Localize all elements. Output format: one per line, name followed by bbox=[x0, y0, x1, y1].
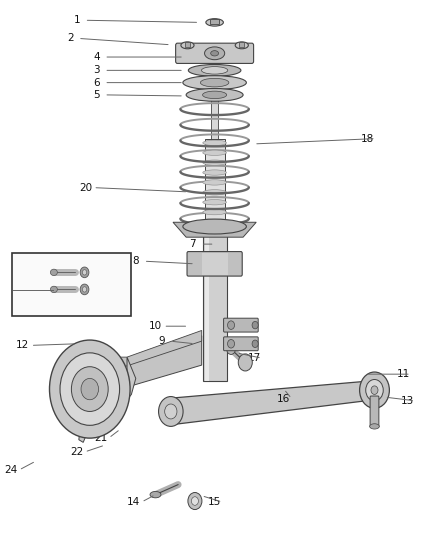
FancyBboxPatch shape bbox=[223, 318, 258, 332]
Bar bbox=[239, 42, 244, 47]
Ellipse shape bbox=[50, 286, 57, 293]
Circle shape bbox=[360, 372, 389, 408]
Circle shape bbox=[165, 404, 177, 419]
Ellipse shape bbox=[203, 170, 226, 175]
Text: 15: 15 bbox=[208, 497, 221, 507]
Text: 19: 19 bbox=[31, 286, 44, 295]
Bar bbox=[201, 253, 228, 275]
Bar bbox=[211, 96, 218, 139]
Ellipse shape bbox=[203, 140, 226, 146]
Polygon shape bbox=[79, 357, 136, 442]
FancyBboxPatch shape bbox=[223, 337, 258, 351]
Text: 10: 10 bbox=[149, 321, 162, 331]
Ellipse shape bbox=[183, 219, 246, 234]
Ellipse shape bbox=[150, 491, 161, 498]
Ellipse shape bbox=[188, 64, 241, 76]
Ellipse shape bbox=[235, 42, 248, 49]
Text: 22: 22 bbox=[70, 447, 83, 457]
Polygon shape bbox=[129, 336, 201, 386]
Polygon shape bbox=[173, 222, 256, 237]
Ellipse shape bbox=[200, 78, 229, 87]
Circle shape bbox=[81, 378, 99, 400]
Bar bbox=[205, 139, 225, 219]
Text: 16: 16 bbox=[277, 394, 290, 403]
Circle shape bbox=[238, 354, 252, 371]
Ellipse shape bbox=[203, 160, 226, 165]
Ellipse shape bbox=[181, 42, 194, 49]
FancyBboxPatch shape bbox=[187, 252, 242, 276]
Bar bbox=[185, 42, 190, 47]
Ellipse shape bbox=[67, 360, 86, 418]
Circle shape bbox=[228, 340, 234, 348]
Circle shape bbox=[191, 497, 198, 505]
Bar bbox=[210, 19, 219, 24]
Ellipse shape bbox=[203, 199, 226, 205]
Text: 8: 8 bbox=[132, 256, 139, 266]
Ellipse shape bbox=[186, 88, 243, 101]
Text: 20: 20 bbox=[79, 183, 92, 192]
Text: 6: 6 bbox=[93, 78, 100, 87]
Bar bbox=[205, 220, 209, 381]
Text: 14: 14 bbox=[127, 497, 140, 507]
Circle shape bbox=[159, 397, 183, 426]
FancyBboxPatch shape bbox=[176, 43, 254, 63]
Polygon shape bbox=[114, 330, 201, 368]
Ellipse shape bbox=[203, 180, 226, 185]
Circle shape bbox=[188, 492, 202, 510]
Ellipse shape bbox=[205, 47, 225, 60]
Ellipse shape bbox=[203, 150, 226, 156]
Bar bbox=[202, 220, 227, 381]
Circle shape bbox=[371, 386, 378, 394]
Ellipse shape bbox=[211, 51, 219, 56]
Text: 11: 11 bbox=[396, 369, 410, 379]
Circle shape bbox=[227, 344, 236, 354]
Text: 9: 9 bbox=[159, 336, 166, 346]
Circle shape bbox=[49, 340, 130, 438]
Text: 2: 2 bbox=[67, 34, 74, 43]
Circle shape bbox=[82, 270, 87, 275]
Circle shape bbox=[60, 353, 120, 425]
Text: 1: 1 bbox=[73, 15, 80, 25]
Ellipse shape bbox=[202, 91, 227, 99]
Circle shape bbox=[80, 284, 89, 295]
Text: 7: 7 bbox=[189, 239, 196, 249]
Ellipse shape bbox=[53, 360, 70, 413]
Circle shape bbox=[82, 287, 87, 292]
Text: 5: 5 bbox=[93, 90, 100, 100]
Ellipse shape bbox=[370, 424, 379, 429]
FancyBboxPatch shape bbox=[370, 396, 379, 427]
Ellipse shape bbox=[201, 67, 228, 74]
Bar bbox=[12, 253, 131, 316]
Ellipse shape bbox=[203, 190, 226, 195]
Ellipse shape bbox=[50, 269, 57, 276]
Text: 13: 13 bbox=[401, 396, 414, 406]
Text: 12: 12 bbox=[16, 341, 29, 350]
Circle shape bbox=[252, 321, 258, 329]
Circle shape bbox=[252, 340, 258, 348]
Text: 24: 24 bbox=[4, 465, 18, 475]
Text: 4: 4 bbox=[93, 52, 100, 62]
Text: 17: 17 bbox=[247, 353, 261, 363]
Circle shape bbox=[71, 367, 108, 411]
Circle shape bbox=[366, 379, 383, 401]
Circle shape bbox=[80, 267, 89, 278]
Circle shape bbox=[228, 321, 234, 329]
Ellipse shape bbox=[71, 370, 82, 408]
Ellipse shape bbox=[203, 209, 226, 215]
Text: 18: 18 bbox=[361, 134, 374, 143]
Text: 21: 21 bbox=[94, 433, 107, 443]
Ellipse shape bbox=[183, 76, 246, 90]
Polygon shape bbox=[163, 381, 374, 425]
Ellipse shape bbox=[206, 19, 223, 26]
Text: 3: 3 bbox=[93, 66, 100, 75]
